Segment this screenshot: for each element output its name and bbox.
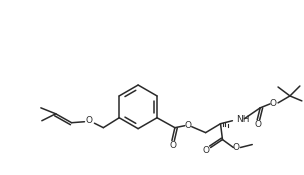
Text: O: O [233,143,240,152]
Text: NH: NH [237,115,250,124]
Text: O: O [169,141,176,150]
Text: O: O [86,116,93,125]
Text: O: O [184,121,191,130]
Text: O: O [202,146,209,155]
Text: O: O [270,99,277,108]
Text: O: O [255,120,262,129]
